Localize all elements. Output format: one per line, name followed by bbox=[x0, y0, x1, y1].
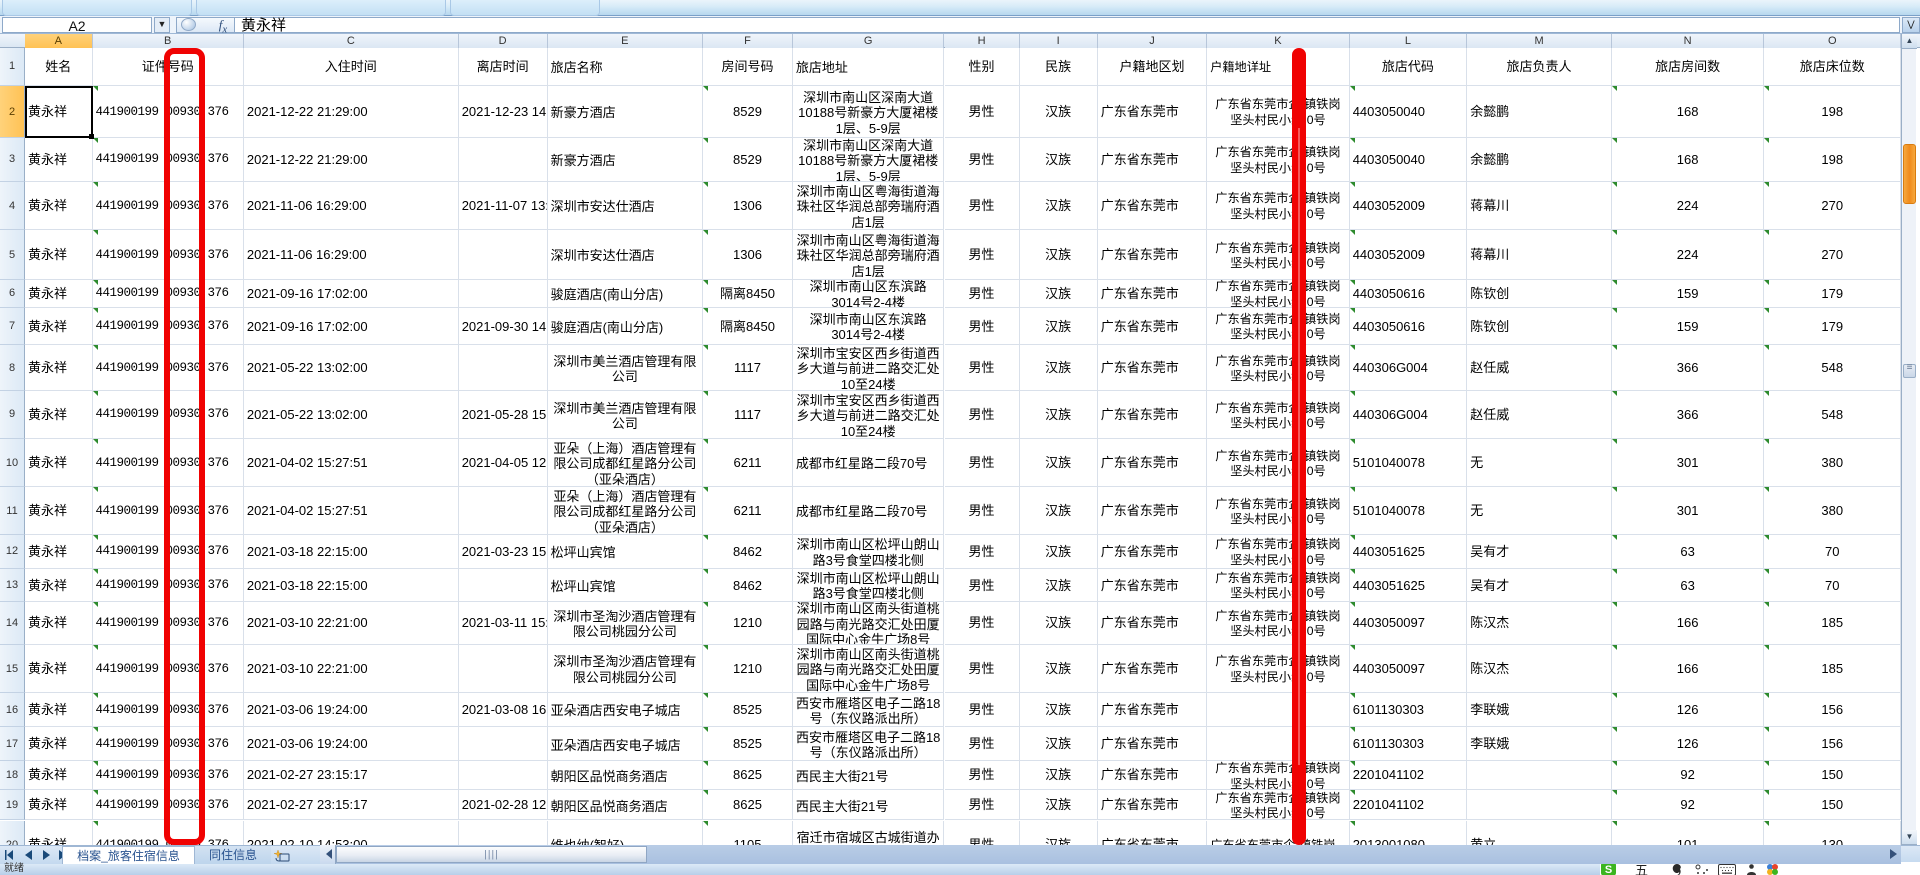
svg-text:S: S bbox=[1605, 864, 1612, 875]
